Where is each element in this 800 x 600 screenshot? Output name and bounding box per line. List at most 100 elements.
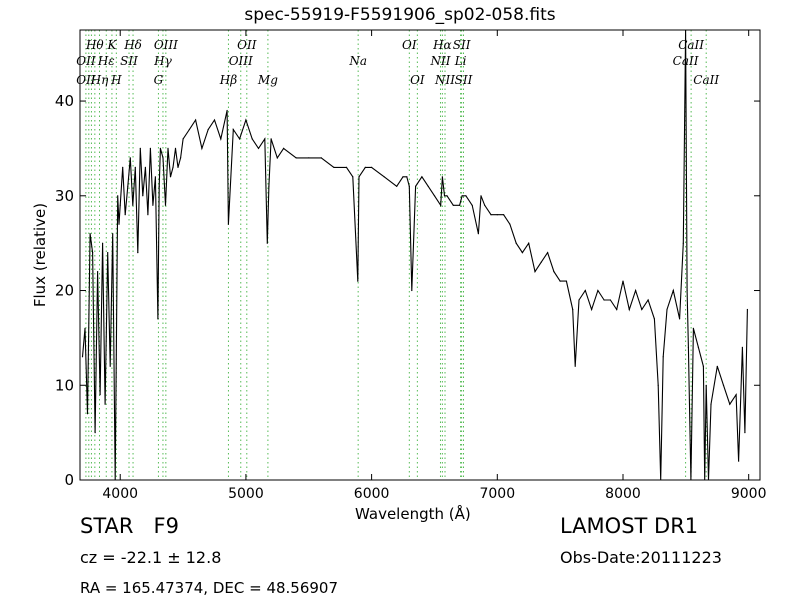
flux-data-point [117,195,119,197]
spectral-line-annotation: Li [454,54,467,68]
flux-data-point [333,166,335,168]
flux-data-point [484,204,486,206]
flux-data-point [440,204,442,206]
flux-data-point [86,413,89,415]
flux-data-point [692,327,695,329]
flux-data-point [308,157,310,159]
coordinates-text: RA = 165.47374, DEC = 48.56907 [80,579,339,597]
spectral-line-annotation: Hη [90,73,109,87]
flux-series-line [81,30,748,480]
spectral-line-annotation: CaII [693,73,719,87]
flux-data-point [118,223,120,225]
flux-data-point [480,195,482,197]
spectral-line-annotation: OI [410,73,425,87]
spectral-line-annotation: OI [402,38,417,52]
flux-data-point [104,403,106,405]
spectral-line-annotation: H [110,73,122,87]
flux-data-point [735,394,737,396]
flux-data-point [152,204,154,206]
flux-data-point [574,365,576,367]
flux-data-point [415,185,417,187]
flux-data-point [99,394,101,396]
flux-data-point [320,157,322,159]
flux-data-point [716,365,718,367]
flux-data-point [666,308,668,311]
flux-data-point [459,204,461,206]
flux-data-point [97,271,99,273]
flux-data-point [616,308,618,311]
x-tick-label: 4000 [102,486,138,502]
flux-data-point [578,299,580,301]
flux-data-point [697,346,700,348]
flux-data-point [127,185,129,187]
flux-data-point [102,242,104,244]
flux-data-point [169,176,172,178]
flux-data-point [452,204,454,206]
flux-data-point [251,138,253,140]
flux-data-point [119,204,121,206]
flux-data-point [220,138,222,140]
obs-date: Obs-Date:20111223 [560,548,722,567]
flux-data-point [264,138,266,140]
flux-data-point [572,308,574,311]
flux-data-point [396,185,398,187]
flux-data-point [657,384,659,386]
flux-data-point [147,214,149,216]
flux-data-point [402,176,404,178]
spectral-line-annotation: OII [76,73,96,87]
redshift-text: cz = -22.1 ± 12.8 [80,548,222,567]
flux-data-point [239,138,241,140]
survey-name: LAMOST DR1 [560,514,699,538]
flux-data-point [461,195,463,197]
spectral-line-annotation: Mg [257,73,278,87]
flux-data-point [441,176,443,178]
flux-data-point [477,233,479,235]
flux-data-point [738,460,740,462]
spectral-line-annotation: G [154,73,164,87]
flux-data-point [433,195,436,197]
flux-data-point [446,195,448,197]
spectral-line-annotation: Hδ [123,38,142,52]
flux-data-point [705,384,707,386]
flux-data-point [653,318,656,320]
flux-data-point [107,252,109,254]
spectral-line-annotation: Hβ [219,73,237,87]
flux-data-point [622,280,624,282]
flux-data-point [227,223,229,225]
flux-data-point [283,147,285,149]
flux-data-point [702,365,705,367]
flux-data-point [609,299,612,301]
spectral-line-annotation: Hα [432,38,452,52]
flux-data-point [154,176,156,178]
flux-data-point [201,147,203,149]
flux-data-point [162,157,164,159]
flux-data-point [159,147,161,149]
flux-data-point [641,308,643,311]
flux-data-point [597,289,599,292]
flux-data-point [628,308,630,311]
spectral-line-annotation: NII [434,73,455,87]
flux-data-point [266,242,268,244]
flux-data-point [352,176,354,178]
flux-data-point [134,166,136,168]
flux-data-point [421,176,423,178]
flux-data-point [687,346,690,348]
flux-data-point [157,318,159,320]
y-tick-label: 30 [55,187,74,205]
chart-title: spec-55919-F5591906_sp02-058.fits [244,5,556,25]
flux-data-point [172,166,174,168]
flux-data-point [521,252,524,254]
y-tick-label: 0 [64,471,74,489]
x-tick-label: 8000 [605,486,641,502]
flux-data-point [553,271,555,273]
flux-data-point [406,176,408,178]
y-tick-label: 40 [55,92,74,110]
flux-data-point [534,271,536,273]
flux-data-point [427,185,429,187]
flux-data-point [741,346,744,348]
x-tick-label: 6000 [354,486,390,502]
flux-data-point [164,204,167,206]
flux-data-point [89,233,91,235]
flux-data-point [295,157,297,159]
y-tick-label: 10 [55,376,74,394]
